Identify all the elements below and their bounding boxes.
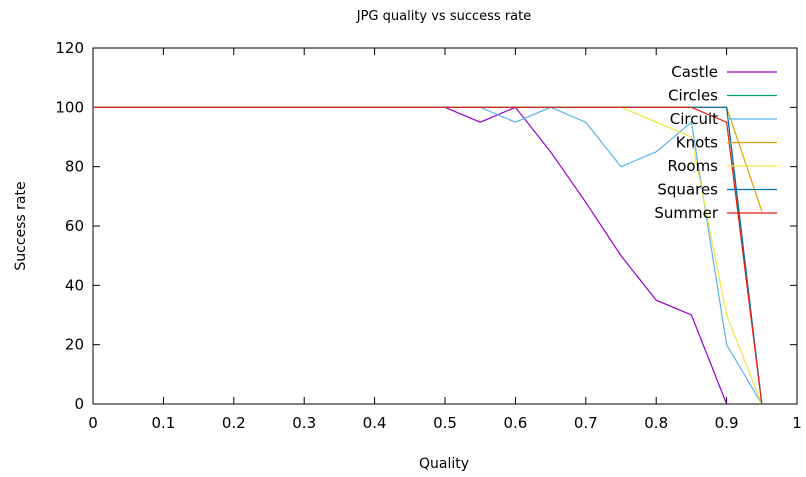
x-tick-label: 0	[88, 414, 98, 432]
series-line-circuit	[93, 106, 763, 405]
legend-label-castle: Castle	[671, 63, 718, 81]
y-tick-label: 40	[65, 276, 84, 294]
chart-title: JPG quality vs success rate	[356, 9, 531, 24]
x-tick-label: 0.3	[292, 414, 316, 432]
y-tick-label: 100	[55, 98, 84, 116]
y-tick-label: 60	[65, 217, 84, 235]
series-line-summer	[93, 106, 763, 405]
x-tick-label: 0.9	[715, 414, 739, 432]
y-axis-label: Success rate	[13, 181, 29, 270]
y-tick-label: 120	[55, 39, 84, 57]
legend-label-summer: Summer	[654, 204, 718, 222]
legend-label-squares: Squares	[657, 181, 718, 199]
series-line-castle	[93, 106, 728, 405]
x-tick-label: 0.2	[222, 414, 246, 432]
series-line-rooms	[93, 106, 763, 405]
series-line-squares	[93, 106, 763, 405]
x-axis-label: Quality	[419, 456, 469, 472]
x-tick-label: 0.1	[151, 414, 175, 432]
x-tick-label: 0.5	[433, 414, 457, 432]
y-tick-label: 0	[74, 395, 84, 413]
legend-label-rooms: Rooms	[667, 157, 718, 175]
legend-label-circles: Circles	[668, 87, 718, 105]
y-tick-label: 80	[65, 158, 84, 176]
x-tick-label: 0.4	[363, 414, 387, 432]
x-tick-label: 0.7	[574, 414, 598, 432]
legend-label-circuit: Circuit	[670, 110, 718, 128]
y-tick-label: 20	[65, 336, 84, 354]
series-line-circles	[93, 106, 763, 405]
legend-label-knots: Knots	[676, 134, 718, 152]
x-tick-label: 1	[792, 414, 802, 432]
x-tick-label: 0.8	[644, 414, 668, 432]
x-tick-label: 0.6	[503, 414, 527, 432]
